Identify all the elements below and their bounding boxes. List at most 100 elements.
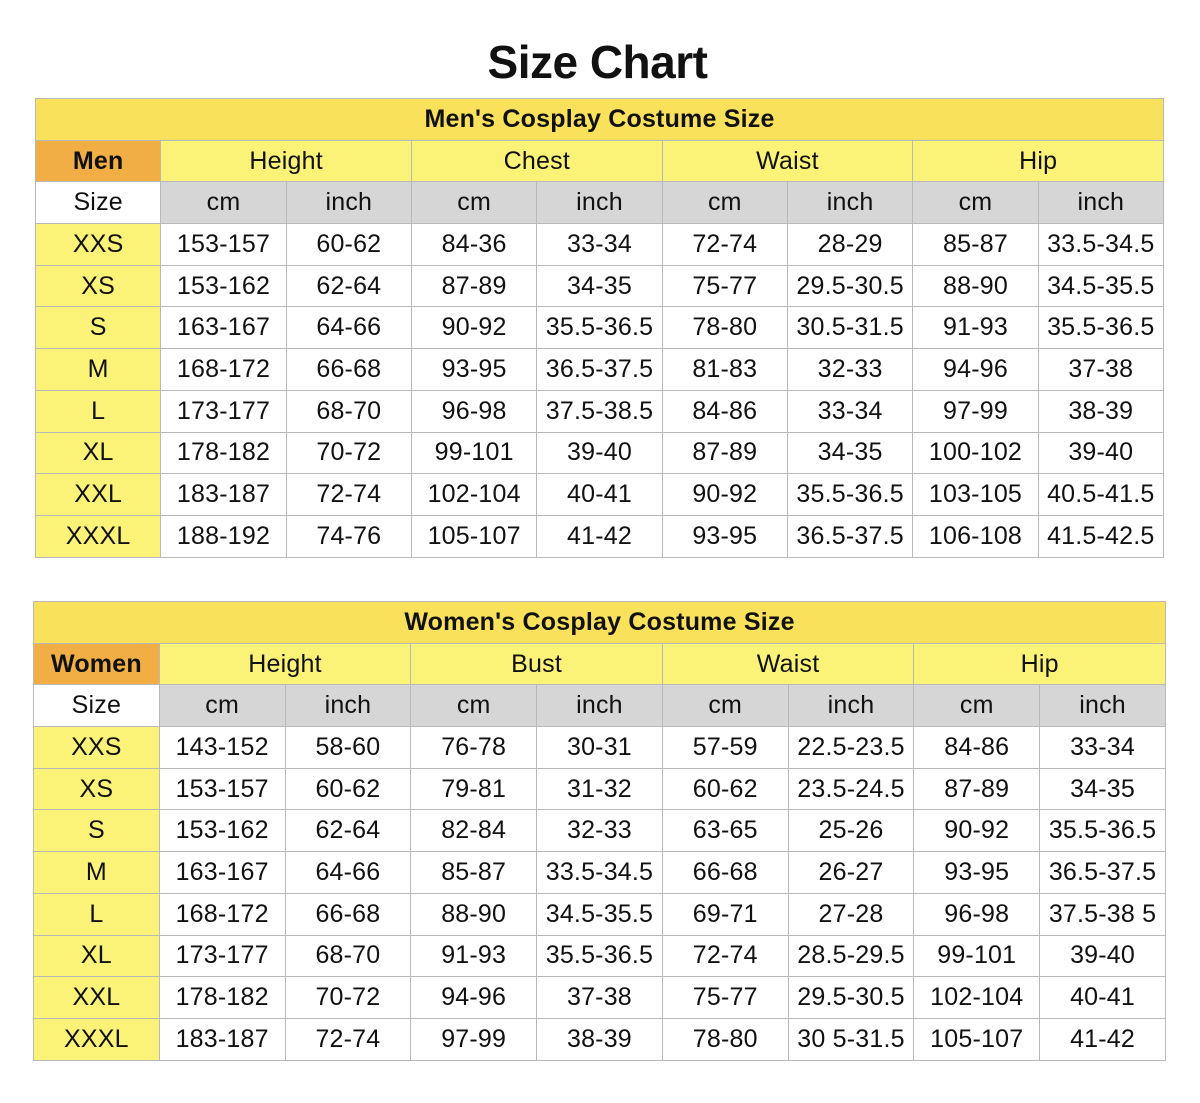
men-table-cell: 33.5-34.5	[1037, 223, 1165, 266]
men-group-header: Chest	[410, 139, 663, 183]
women-table-cell: 82-84	[410, 809, 538, 853]
women-group-header: Height	[158, 642, 412, 686]
men-row-size: XXXL	[34, 514, 162, 558]
women-table-row: XXS 143-152 58-60 76-78 30-31 57-59 22.5-23.5 8…	[33, 726, 1166, 769]
men-table-cell: 37-38	[1037, 348, 1165, 391]
women-row-size: XS	[33, 767, 160, 811]
women-table-cell: 68-70	[284, 934, 412, 978]
men-table-cell: 84-36	[410, 223, 538, 266]
women-table-cell: 30-31	[536, 726, 663, 769]
women-table-cell: 35.5-36.5	[1039, 809, 1166, 853]
men-table-cell: 29.5-30.5	[786, 264, 914, 308]
women-table-cell: 88-90	[410, 892, 538, 936]
women-size-label: Size	[33, 684, 160, 728]
men-table-cell: 97-99	[912, 389, 1039, 433]
men-table-title: Men's Cosplay Costume Size	[35, 98, 1164, 141]
men-unit-header: inch	[786, 181, 914, 225]
men-table-cell: 90-92	[661, 473, 788, 516]
men-table-cell: 28-29	[786, 223, 914, 266]
women-table-cell: 33-34	[1039, 726, 1166, 769]
men-table-cell: 102-104	[410, 473, 538, 516]
women-table-cell: 38-39	[536, 1017, 663, 1061]
women-table-row: S 153-162 62-64 82-84 32-33 63-65 25-26 90-92 35…	[33, 809, 1166, 853]
men-table-cell: 163-167	[160, 306, 287, 350]
men-table-cell: 94-96	[912, 348, 1039, 391]
women-table-row: L 168-172 66-68 88-90 34.5-35.5 69-71 27-28 96-…	[33, 892, 1166, 936]
women-table-cell: 28.5-29.5	[787, 934, 915, 978]
women-group-header: Bust	[410, 642, 663, 686]
women-row-size: XXXL	[33, 1017, 160, 1061]
men-table-cell: 87-89	[410, 264, 538, 308]
women-table-cell: 153-157	[158, 767, 286, 811]
women-table-cell: 64-66	[284, 851, 412, 894]
men-unit-header: cm	[160, 181, 287, 225]
women-table-cell: 97-99	[410, 1017, 538, 1061]
women-table-cell: 30 5-31.5	[787, 1017, 915, 1061]
women-table-cell: 87-89	[913, 767, 1041, 811]
women-table-row: M 163-167 64-66 85-87 33.5-34.5 66-68 26-27 93-…	[33, 851, 1166, 894]
page-title: Size Chart	[487, 36, 708, 88]
women-table-cell: 63-65	[661, 809, 789, 853]
women-table-cell: 105-107	[913, 1017, 1041, 1061]
men-table-row: XXXL 188-192 74-76 105-107 41-42 93-95 36.5-37…	[34, 514, 1165, 558]
men-table-cell: 39-40	[1037, 431, 1165, 475]
women-table-cell: 178-182	[158, 976, 286, 1019]
men-table-cell: 70-72	[285, 431, 412, 475]
women-table-cell: 34-35	[1039, 767, 1166, 811]
women-table-cell: 90-92	[913, 809, 1041, 853]
men-table-cell: 34-35	[536, 264, 663, 308]
men-table-cell: 39-40	[536, 431, 663, 475]
men-table-cell: 183-187	[160, 473, 287, 516]
women-table-cell: 62-64	[284, 809, 412, 853]
men-table-cell: 81-83	[661, 348, 788, 391]
men-table-cell: 88-90	[912, 264, 1039, 308]
women-table-cell: 60-62	[661, 767, 789, 811]
men-table-cell: 96-98	[410, 389, 538, 433]
women-table-cell: 75-77	[661, 976, 789, 1019]
men-table-cell: 72-74	[285, 473, 412, 516]
men-row-size: XL	[34, 431, 162, 475]
women-gender-label: Women	[33, 642, 160, 686]
men-row-size: M	[34, 348, 162, 391]
men-gender-label: Men	[34, 139, 162, 183]
women-table-cell: 60-62	[284, 767, 412, 811]
women-table-cell: 143-152	[158, 726, 286, 769]
women-table-row: XL 173-177 68-70 91-93 35.5-36.5 72-74 28.5-29…	[33, 934, 1166, 978]
men-table-cell: 64-66	[285, 306, 412, 350]
women-row-size: L	[33, 892, 160, 936]
women-unit-header: cm	[661, 684, 789, 728]
women-group-row: Women Height Bust Waist Hip	[33, 642, 1166, 686]
women-table-cell: 78-80	[661, 1017, 789, 1061]
men-table-cell: 87-89	[661, 431, 788, 475]
men-table-cell: 41-42	[536, 514, 663, 558]
men-table-cell: 72-74	[661, 223, 788, 266]
women-table-cell: 32-33	[536, 809, 663, 853]
women-table-cell: 76-78	[410, 726, 538, 769]
women-row-size: XXL	[33, 976, 160, 1019]
men-table-cell: 40-41	[536, 473, 663, 516]
women-table-cell: 57-59	[661, 726, 789, 769]
women-table-cell: 66-68	[661, 851, 789, 894]
women-row-size: XL	[33, 934, 160, 978]
men-table-cell: 74-76	[285, 514, 412, 558]
women-table-cell: 102-104	[913, 976, 1041, 1019]
men-table-cell: 36.5-37.5	[786, 514, 914, 558]
women-table-cell: 99-101	[913, 934, 1041, 978]
women-row-size: S	[33, 809, 160, 853]
men-row-size: S	[34, 306, 162, 350]
women-table-cell: 72-74	[284, 1017, 412, 1061]
women-table-cell: 23.5-24.5	[787, 767, 915, 811]
women-table-cell: 93-95	[913, 851, 1041, 894]
men-group-header: Hip	[912, 139, 1164, 183]
women-unit-header: inch	[787, 684, 915, 728]
women-table-cell: 173-177	[158, 934, 286, 978]
women-row-size: XXS	[33, 726, 160, 769]
men-table-cell: 99-101	[410, 431, 538, 475]
women-table-cell: 36.5-37.5	[1039, 851, 1166, 894]
men-row-size: XS	[34, 264, 162, 308]
women-unit-header: cm	[158, 684, 286, 728]
women-unit-header: cm	[410, 684, 538, 728]
women-unit-header: cm	[913, 684, 1041, 728]
men-unit-header: inch	[1037, 181, 1165, 225]
women-table-cell: 94-96	[410, 976, 538, 1019]
